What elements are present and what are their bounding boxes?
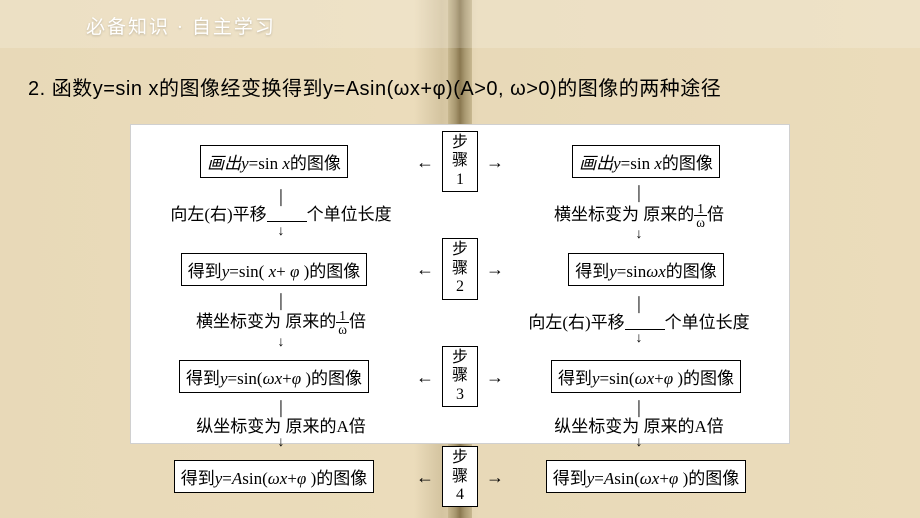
arrow-down-icon: │ (276, 195, 286, 203)
left-box-4: 得到y=Asin(ωx+φ )的图像 (174, 460, 375, 493)
arrow-down-icon: │ (276, 299, 286, 307)
right-trans-12: 横坐标变为 原来的1ω倍 (554, 202, 724, 230)
arrow-left-3: ← (414, 368, 436, 386)
step-3: 步骤3 (442, 346, 478, 407)
arrow-down-icon: │ (634, 406, 644, 414)
right-trans-34: 纵坐标变为 原来的A倍 (554, 417, 724, 437)
section-title: 2. 函数y=sin x的图像经变换得到y=Asin(ωx+φ)(A>0, ω>… (28, 72, 721, 101)
arrow-right-4: → (484, 468, 506, 486)
page-header: 必备知识 · 自主学习 (86, 12, 276, 39)
arrow-down-icon: ↓ (636, 335, 643, 343)
arrow-down-icon: ↓ (278, 228, 285, 236)
flowchart: 画出y=sin x的图像 ← 步骤1 → 画出y=sin x的图像 │ 向左(右… (130, 124, 790, 444)
left-box-1: 画出y=sin x的图像 (200, 145, 348, 178)
arrow-down-icon: │ (634, 191, 644, 199)
arrow-down-icon: ↓ (636, 231, 643, 239)
left-trans-12: 向左(右)平移个单位长度 (170, 205, 391, 225)
right-trans-23: 向左(右)平移个单位长度 (528, 313, 749, 333)
right-box-3: 得到y=sin(ωx+φ )的图像 (551, 360, 741, 393)
arrow-right-3: → (484, 368, 506, 386)
step-4: 步骤4 (442, 446, 478, 507)
arrow-down-icon: ↓ (636, 439, 643, 447)
left-box-2: 得到y=sin( x+ φ )的图像 (181, 253, 368, 286)
step-1: 步骤1 (442, 131, 478, 192)
arrow-left-4: ← (414, 468, 436, 486)
arrow-down-icon: │ (634, 302, 644, 310)
right-box-2: 得到y=sinωx的图像 (568, 253, 724, 286)
left-trans-23: 横坐标变为 原来的1ω倍 (196, 309, 366, 337)
arrow-right-2: → (484, 260, 506, 278)
right-box-1: 画出y=sin x的图像 (572, 145, 720, 178)
right-box-4: 得到y=Asin(ωx+φ )的图像 (546, 460, 747, 493)
step-2: 步骤2 (442, 238, 478, 299)
arrow-down-icon: │ (276, 406, 286, 414)
arrow-right-1: → (484, 153, 506, 171)
left-box-3: 得到y=sin(ωx+φ )的图像 (179, 360, 369, 393)
arrow-left-1: ← (414, 153, 436, 171)
arrow-down-icon: ↓ (278, 339, 285, 347)
arrow-left-2: ← (414, 260, 436, 278)
left-trans-34: 纵坐标变为 原来的A倍 (196, 417, 366, 437)
arrow-down-icon: ↓ (278, 439, 285, 447)
